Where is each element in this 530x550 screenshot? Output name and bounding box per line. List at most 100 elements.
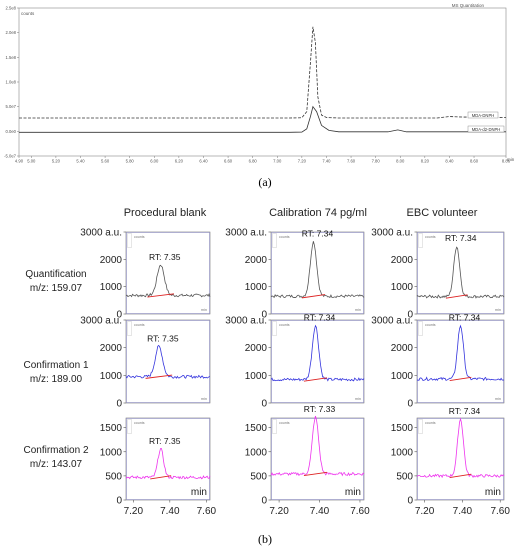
integration-baseline — [303, 377, 328, 382]
counts-marker-box — [272, 321, 277, 336]
y-tick-label: 1500 — [100, 423, 123, 434]
chromatogram-inner-frame — [417, 232, 504, 314]
panel-a-y-tick-label: 2.5e8 — [6, 6, 17, 11]
chromatogram-inner-frame — [417, 320, 504, 403]
legend-mda-dnph: MDA-DNPH — [467, 111, 499, 119]
rt-label: RT: 7.34 — [304, 313, 336, 323]
chromatogram-frame — [125, 319, 211, 404]
panel-a-x-tick-label: 5.60 — [101, 159, 110, 164]
panel-a-x-tick-label: 8.86 — [502, 159, 511, 164]
y-tick-label: 1500 — [245, 423, 268, 434]
chromatogram-confirmation-2-volunteer: counts 0 500 1000 1500 RT: 7.34 7.20 7.40 7.60 mi… — [391, 406, 511, 517]
counts-marker-box — [418, 419, 423, 434]
panel-a-x-tick-label: 6.20 — [175, 159, 184, 164]
panel-a-x-tick-label: 8.20 — [421, 159, 430, 164]
x-tick-label: 7.40 — [160, 506, 180, 517]
chromatogram-inner-frame — [271, 232, 364, 314]
counts-marker-box — [272, 419, 277, 434]
y-tick-label: 1000 — [100, 371, 123, 382]
panel-a-series — [19, 26, 507, 133]
panel-a-caption: (a) — [258, 175, 271, 189]
panel-b-grid: counts min 0 1000 2000 3000 a.u. RT: 7.35 count… — [80, 228, 510, 518]
y-tick-label: 500 — [105, 471, 122, 482]
x-tick-label: 7.60 — [490, 506, 510, 517]
row-label-confirmation-1: Confirmation 1 — [23, 360, 88, 371]
inner-counts-label: counts — [134, 421, 145, 425]
chromatogram-confirmation-1-volunteer: counts min 0 1000 2000 3000 a.u. RT: 7.34 — [371, 313, 505, 410]
chromatogram-trace — [125, 264, 211, 298]
counts-marker-box — [418, 233, 423, 248]
y-tick-label: 0 — [407, 496, 413, 507]
chromatogram-trace — [270, 324, 365, 382]
column-header-ebc-volunteer: EBC volunteer — [407, 207, 478, 219]
panel-a-x-tick-label: 7.40 — [322, 159, 331, 164]
y-tick-label: 1000 — [391, 447, 414, 458]
panel-a-plot-frame — [18, 7, 507, 157]
rt-label: RT: 7.33 — [304, 404, 336, 414]
y-tick-label: 1000 — [100, 282, 123, 293]
inner-min-label: min — [355, 308, 361, 312]
rt-label: RT: 7.35 — [149, 252, 181, 262]
y-tick-label: 1500 — [391, 423, 414, 434]
panel-a-x-tick-label: 8.00 — [396, 159, 405, 164]
y-tick-label: 0 — [407, 310, 413, 321]
panel-a-y-tick-label: 2.0e8 — [6, 30, 17, 35]
y-tick-label: 2000 — [391, 255, 414, 266]
counts-marker-box — [127, 233, 132, 248]
y-tick-label: 1000 — [245, 282, 268, 293]
y-tick-label: 2000 — [100, 255, 123, 266]
y-tick-label: 1000 — [245, 447, 268, 458]
legend-mda-d2-dnph-label: MDA-d2-DNPH — [472, 127, 501, 132]
chromatogram-inner-frame — [126, 418, 210, 500]
chromatogram-inner-frame — [126, 320, 210, 403]
panel-a-y-tick-label: -5.0e7 — [4, 154, 17, 159]
y-tick-label: 500 — [250, 471, 267, 482]
counts-marker-box — [127, 419, 132, 434]
counts-marker-box — [418, 321, 423, 336]
panel-a-x-tick-label: 4.90 — [15, 159, 24, 164]
counts-marker-box — [127, 321, 132, 336]
chromatogram-confirmation-2-calibration: counts 0 500 1000 1500 RT: 7.33 7.20 7.40 7.60 mi… — [245, 404, 370, 517]
x-tick-label: 7.20 — [124, 506, 144, 517]
inner-counts-label: counts — [425, 421, 436, 425]
inner-counts-label: counts — [425, 235, 436, 239]
rt-label: RT: 7.34 — [449, 313, 481, 323]
counts-marker-box — [272, 233, 277, 248]
y-axis-unit-label: 3000 a.u. — [225, 316, 267, 327]
inner-counts-label: counts — [425, 323, 436, 327]
chromatogram-frame — [270, 417, 365, 501]
chromatogram-quantification-calibration: counts min 0 1000 2000 3000 a.u. RT: 7.34 — [225, 228, 365, 321]
integration-baseline — [449, 376, 472, 382]
x-tick-label: 7.20 — [269, 506, 289, 517]
panel-a-x-tick-label: 5.40 — [76, 159, 85, 164]
chromatogram-frame — [416, 319, 505, 404]
y-tick-label: 2000 — [100, 343, 123, 354]
y-axis-unit-label: 3000 a.u. — [80, 228, 122, 239]
y-tick-label: 0 — [261, 496, 267, 507]
inner-counts-label: counts — [279, 421, 290, 425]
integration-baseline — [301, 294, 326, 299]
integration-baseline — [449, 473, 472, 478]
chromatogram-frame — [125, 417, 211, 501]
panel-a-x-tick-label: 6.80 — [249, 159, 258, 164]
chromatogram-frame — [125, 231, 211, 315]
y-axis-unit-label: 3000 a.u. — [371, 228, 413, 239]
panel-a-x-tick-label: 5.80 — [126, 159, 135, 164]
y-tick-label: 0 — [116, 496, 122, 507]
panel-a-x-tick-label: 7.60 — [347, 159, 356, 164]
panel-a-y-unit: counts — [21, 11, 35, 16]
legend-mda-d2-dnph-box — [467, 125, 505, 133]
x-tick-label: 7.40 — [310, 506, 330, 517]
row-label-quantification: Quantification — [25, 269, 86, 280]
panel-a-header: MS Quantitation — [452, 3, 485, 8]
y-tick-label: 1000 — [391, 371, 414, 382]
panel-a-x-tick-label: 7.20 — [298, 159, 307, 164]
chromatogram-frame — [416, 417, 505, 501]
x-tick-label: 7.60 — [350, 506, 370, 517]
chromatogram-quantification-blank: counts min 0 1000 2000 3000 a.u. RT: 7.35 — [80, 228, 211, 321]
legend-mda-d2-dnph: MDA-d2-DNPH — [467, 125, 505, 133]
panel-a: counts MS Quantitation min -5.0e7 0.0e0 5.… — [4, 3, 515, 189]
y-axis-unit-label: 3000 a.u. — [225, 228, 267, 239]
panel-a-x-tick-label: 6.40 — [199, 159, 208, 164]
